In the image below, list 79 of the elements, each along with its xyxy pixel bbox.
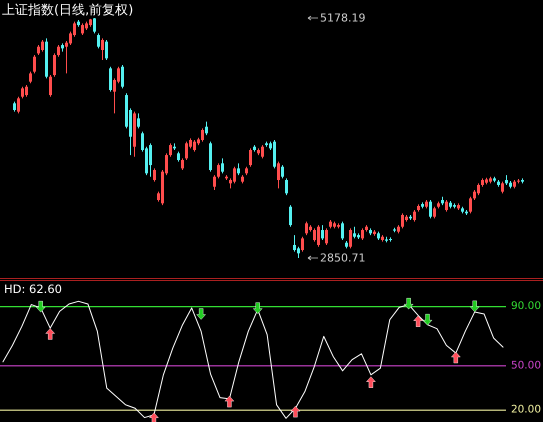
candlestick xyxy=(281,164,284,179)
candlestick xyxy=(261,144,264,159)
point xyxy=(290,406,300,418)
candlestick xyxy=(305,221,308,236)
candlestick xyxy=(201,128,204,142)
y-tick-label: 90.00 xyxy=(510,300,541,312)
candlestick xyxy=(469,196,472,214)
candlestick xyxy=(17,96,20,114)
candlestick xyxy=(349,228,352,249)
candlestick xyxy=(401,212,404,229)
point xyxy=(413,316,423,327)
point xyxy=(470,300,480,312)
candlestick xyxy=(301,236,304,252)
candlestick xyxy=(185,141,188,161)
chart-title: 上证指数(日线,前复权) xyxy=(2,3,134,18)
candlestick xyxy=(477,182,480,196)
candlestick xyxy=(205,121,208,136)
candlestick xyxy=(57,44,60,58)
candlestick xyxy=(137,112,140,129)
y-tick-label: 20.00 xyxy=(510,404,541,416)
candlestick xyxy=(193,140,196,152)
candlestick xyxy=(13,101,16,112)
candlestick xyxy=(93,18,96,34)
candlestick xyxy=(105,40,108,61)
candlestick xyxy=(325,228,328,246)
candlestick xyxy=(445,200,448,212)
candlestick xyxy=(29,71,32,84)
candlestick xyxy=(121,64,124,89)
point xyxy=(422,314,432,326)
candlestick xyxy=(221,158,224,174)
candlestick xyxy=(217,162,220,179)
candlestick xyxy=(37,44,40,56)
candlestick xyxy=(49,74,52,98)
candlestick xyxy=(313,228,316,242)
candlestick xyxy=(317,224,320,248)
point xyxy=(45,328,55,340)
candlestick xyxy=(41,40,44,52)
point xyxy=(404,298,414,310)
candlestick xyxy=(501,181,504,194)
y-tick-label: 50.00 xyxy=(510,359,541,372)
y-tick-label: 2850.71 xyxy=(320,251,366,264)
point xyxy=(36,300,46,312)
point xyxy=(451,352,461,364)
candlestick xyxy=(429,200,432,219)
candlestick xyxy=(153,168,156,182)
candlestick xyxy=(341,221,344,241)
candlestick xyxy=(237,162,240,176)
point xyxy=(253,302,262,314)
candlestick xyxy=(361,228,364,241)
y-tick-label: 5178.19 xyxy=(320,12,366,25)
point xyxy=(366,376,376,388)
candlestick xyxy=(297,246,300,258)
candlestick xyxy=(149,142,152,178)
candlestick xyxy=(289,204,292,228)
candlestick xyxy=(33,54,36,74)
point xyxy=(224,396,234,408)
candlestick xyxy=(321,224,324,241)
point xyxy=(149,412,159,422)
candlestick xyxy=(101,38,104,61)
candlestick xyxy=(213,174,216,191)
candlestick xyxy=(177,151,180,162)
candlestick xyxy=(53,52,56,78)
candlestick xyxy=(25,84,28,98)
candlestick xyxy=(277,161,280,189)
candlestick xyxy=(249,148,252,168)
candlestick xyxy=(233,166,236,184)
candlestick xyxy=(293,234,296,252)
candlestick xyxy=(109,66,112,92)
candlestick xyxy=(285,178,288,196)
candlestick xyxy=(21,86,24,99)
annotation: HD: 62.60 xyxy=(4,282,62,296)
candlestick xyxy=(81,22,84,36)
candlestick xyxy=(433,206,436,219)
candlestick xyxy=(169,142,172,158)
candlestick xyxy=(413,210,416,222)
candlestick xyxy=(505,174,508,186)
candlestick xyxy=(97,32,100,49)
point xyxy=(196,308,206,320)
candlestick xyxy=(181,158,184,171)
